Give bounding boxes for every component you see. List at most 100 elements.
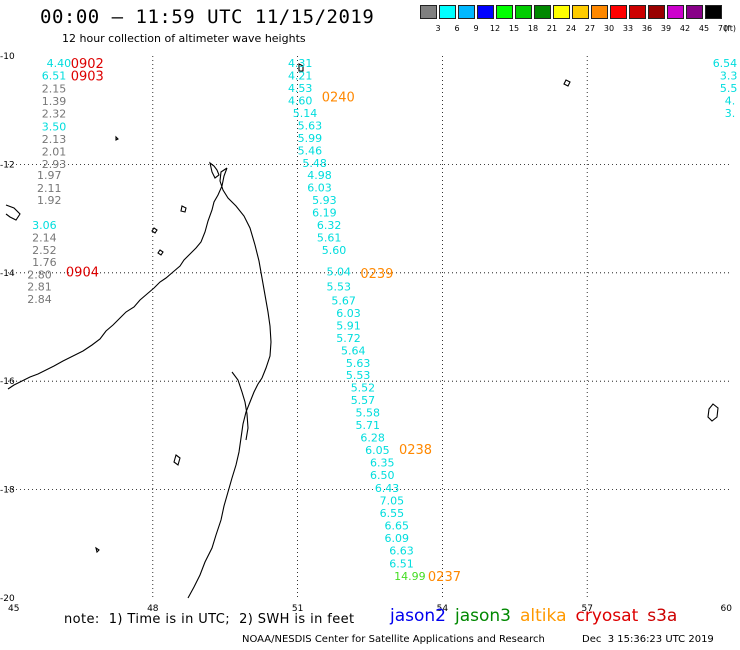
wave-height-reading: 6.03 [307,182,332,195]
wave-height-reading: 6.50 [370,469,395,482]
pass-time-label: 0902 [71,57,104,72]
wave-height-reading: 5.60 [322,244,347,257]
wave-height-reading: 7.05 [380,494,405,507]
wave-height-reading: 5.67 [331,294,356,307]
altimeter-track: 5.045.535.676.035.915.725.645.635.535.52… [327,266,394,445]
legend-swatch [477,5,494,19]
wave-height-reading: 5.5 [720,82,738,95]
legend-label: 27 [584,24,596,33]
wave-height-reading: 5.53 [346,369,371,382]
wave-height-reading: 2.52 [32,244,57,257]
wave-height-reading: 5.63 [346,357,371,370]
wave-height-reading: 4.60 [288,94,313,107]
page-title: 00:00 — 11:59 UTC 11/15/2019 [40,6,375,28]
lat-tick-label: -20 [0,594,15,604]
wave-height-reading: 4.31 [288,57,313,70]
wave-height-reading: 4.98 [307,169,332,182]
legend-label: 33 [622,24,634,33]
coastline [5,63,719,599]
legend-label: 6 [454,24,460,33]
wave-height-reading: 6.55 [380,507,405,520]
altimeter-tracks: 4.40 09026.512.151.392.323.502.132.012.93… [27,57,737,585]
lon-tick-label: 48 [147,604,159,614]
wave-height-reading: 3.50 [42,120,67,133]
east-coast-inlet [231,371,249,441]
legend-unit: (ft) [724,24,737,33]
legend-swatch [610,5,627,19]
legend-swatch [572,5,589,19]
satellite-name: altika [520,606,567,626]
altimeter-track: 4.40 0902 [47,57,104,72]
wave-height-reading: 4.53 [288,82,313,95]
wave-height-reading: 1.97 [37,169,62,182]
tromelin-island [563,79,571,87]
lon-tick-label: 60 [721,604,733,614]
legend-swatch [591,5,608,19]
wave-height-reading: 5.64 [341,344,366,357]
satellite-name: jason3 [455,606,511,626]
island-small-2 [157,249,164,256]
wave-height-reading: 6.32 [317,219,342,232]
wave-height-reading: 2.11 [37,182,62,195]
madagascar-coast [7,167,272,599]
pass-time-label: 0903 [71,70,104,85]
legend-swatch [553,5,570,19]
legend-label: 30 [603,24,615,33]
wave-height-reading: 5.93 [312,194,337,207]
wave-height-reading: 5.53 [327,280,352,293]
wave-height-reading: 14.99 [394,570,426,583]
altimeter-track: 2.802.812.84 0904 [27,266,99,306]
wave-height-reading: 1.76 [32,256,57,269]
wave-height-reading: 3.06 [32,219,57,232]
legend-swatch [420,5,437,19]
wave-height-reading: 5.58 [356,407,381,420]
pass-time-label: 0238 [399,443,432,458]
wave-height-reading: 2.84 [27,293,52,306]
wave-height-reading: 4.40 [47,57,72,70]
pass-time-label: 0237 [428,570,461,585]
wave-height-reading: 6.05 [365,444,390,457]
lon-tick-label: 45 [8,604,19,614]
wave-height-reading: 3. [725,107,736,120]
island-south-west [173,454,181,466]
wave-height-reading: 3.3 [720,70,738,83]
legend-label: 24 [565,24,577,33]
lon-tick-label: 51 [292,604,303,614]
lat-tick-label: -12 [0,160,15,170]
legend-label: 39 [660,24,672,33]
lat-tick-label: -14 [0,269,15,279]
wave-height-reading: 2.14 [32,232,57,245]
wave-height-reading: 6.43 [375,482,400,495]
legend-swatch [439,5,456,19]
legend-swatch [534,5,551,19]
altimeter-track: 6.056.356.506.437.056.556.656.096.636.51… [365,443,432,570]
legend-label: 15 [508,24,520,33]
wave-height-reading: 2.80 [27,268,52,281]
wave-height-reading: 6.54 [713,57,738,70]
wave-height-reading: 1.92 [37,194,62,207]
lat-tick-label: -18 [0,486,15,496]
wave-height-reading: 1.39 [42,95,67,108]
altimeter-track: 4.314.214.534.605.145.635.995.465.484.98… [288,57,355,257]
wave-height-reading: 6.35 [370,457,395,470]
map-subtitle: 12 hour collection of altimeter wave hei… [62,32,306,45]
legend-label: 70 [717,24,729,33]
satellite-name: s3a [647,606,678,626]
footnote: note: 1) Time is in UTC; 2) SWH is in fe… [64,612,355,627]
wave-height-reading: 5.99 [298,132,323,145]
wave-height-reading: 6.65 [384,519,409,532]
wave-height-reading: 5.52 [351,382,376,395]
legend-swatch [458,5,475,19]
island-small-1 [151,227,158,234]
wave-height-reading: 5.48 [302,157,327,170]
wave-height-reading: 6.19 [312,207,337,220]
satellite-name: cryosat [575,606,639,626]
wave-height-reading: 2.81 [27,280,52,293]
pass-time-label: 0904 [66,266,99,281]
altimeter-track: 6.512.151.392.323.502.132.012.931.972.11… [32,70,104,269]
wave-height-reading: 2.15 [42,83,67,96]
legend-swatch [515,5,532,19]
legend-label: 45 [698,24,710,33]
island-near-track [298,63,304,72]
